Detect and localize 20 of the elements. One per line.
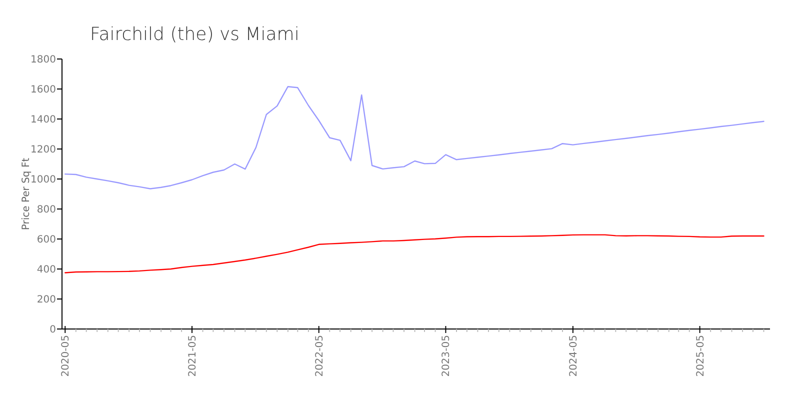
y-tick-label: 200 bbox=[36, 294, 56, 306]
x-tick-label: 2025-05 bbox=[695, 335, 706, 377]
y-tick-label: 1400 bbox=[30, 114, 56, 126]
line-series bbox=[64, 86, 764, 190]
y-tick-label: 1600 bbox=[30, 84, 56, 96]
x-tick-label: 2023-05 bbox=[441, 335, 452, 377]
y-tick-label: 600 bbox=[36, 234, 56, 246]
x-tick-label: 2021-05 bbox=[187, 335, 198, 377]
x-tick-label: 2024-05 bbox=[568, 335, 580, 377]
x-tick-label: 2020-05 bbox=[60, 335, 72, 377]
line-series bbox=[64, 234, 764, 274]
y-tick-label: 1800 bbox=[30, 54, 56, 66]
y-tick-label: 400 bbox=[36, 264, 56, 276]
y-tick-label: 800 bbox=[36, 204, 56, 216]
y-axis-title: Price Per Sq Ft bbox=[21, 158, 32, 230]
chart-title: Fairchild (the) vs Miami bbox=[90, 24, 300, 45]
x-tick-label: 2022-05 bbox=[314, 335, 326, 377]
y-tick-label: 1000 bbox=[30, 174, 56, 186]
y-tick-label: 0 bbox=[50, 324, 56, 336]
y-tick-label: 1200 bbox=[30, 144, 56, 156]
